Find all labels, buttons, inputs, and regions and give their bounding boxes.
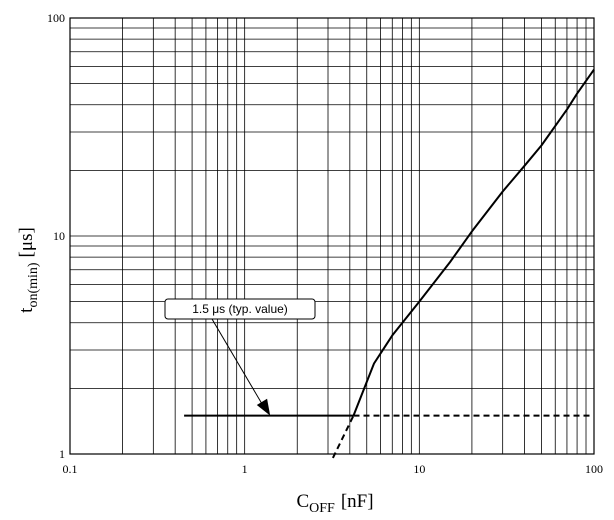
- x-axis-label: COFF [nF]: [296, 491, 373, 516]
- annotations: 1.5 μs (typ. value): [164, 298, 316, 416]
- annotation-box: [164, 298, 316, 320]
- y-tick-label: 10: [53, 229, 65, 243]
- annotation-arrowhead: [256, 398, 271, 416]
- x-tick-label: 1: [242, 462, 248, 476]
- series-line: [184, 69, 595, 417]
- annotation-text: 1.5 μs (typ. value): [192, 302, 288, 316]
- y-axis-label: ton(min)[μs]: [16, 227, 41, 313]
- x-tick-label: 100: [585, 462, 603, 476]
- grid: [70, 18, 594, 454]
- x-tick-label: 10: [413, 462, 425, 476]
- x-tick-label: 0.1: [63, 462, 78, 476]
- y-tick-label: 100: [47, 11, 65, 25]
- plot-frame: [69, 17, 595, 455]
- series: [184, 69, 595, 459]
- annotation-leader: [211, 318, 265, 408]
- y-tick-label: 1: [59, 447, 65, 461]
- dashed-series-line: [332, 415, 355, 459]
